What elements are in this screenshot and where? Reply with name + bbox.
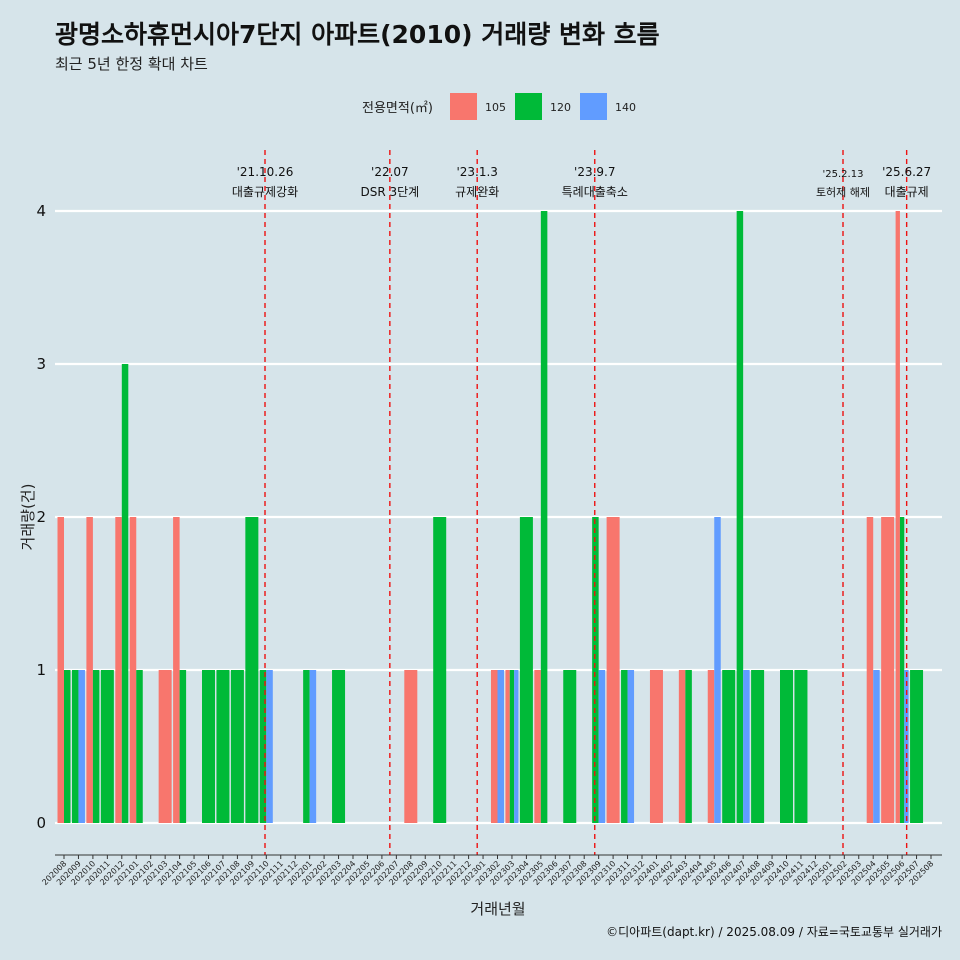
bar-202303-140 (514, 670, 519, 823)
bar-202304-120 (519, 517, 533, 823)
bar-202403-105 (678, 670, 686, 823)
bar-202010-105 (86, 517, 93, 823)
event-markers: '21.10.26 대출규제강화 '22.07 DSR 3단계 '23.1.3 규제완화 '… (232, 150, 931, 855)
legend-swatch-105 (450, 93, 477, 120)
bar-202303-120 (509, 670, 515, 823)
y-axis-ticks: 0 1 2 3 4 (36, 202, 46, 832)
bar-202104-105 (173, 517, 180, 823)
bar-202012-120 (121, 364, 129, 823)
legend-label-105: 105 (485, 101, 506, 114)
bar-202505-105 (881, 517, 895, 823)
bar-202009-140 (78, 670, 85, 823)
bar-202101-105 (129, 517, 137, 823)
y-tick-label: 1 (36, 661, 46, 679)
source-caption: ©디아파트(dapt.kr) / 2025.08.09 / 자료=국토교통부 실… (606, 925, 942, 939)
event-label: 대출규제 (885, 185, 929, 199)
x-axis: 2020082020092020102020112020122021012021… (40, 854, 942, 887)
legend-swatch-120 (515, 93, 542, 120)
event-date-label: '25.2.13 (823, 169, 864, 180)
event-date-label: '23.9.7 (574, 165, 615, 179)
y-axis-label: 거래량(건) (19, 484, 37, 551)
bar-202504-105 (866, 517, 874, 823)
bar-202407-140 (743, 670, 750, 823)
bar-202008-120 (64, 670, 71, 823)
bar-202201-140 (309, 670, 317, 823)
bar-202309-140 (598, 670, 606, 823)
bar-202203-120 (332, 670, 346, 823)
event-label: DSR 3단계 (360, 185, 419, 199)
bar-202110-120 (259, 670, 267, 823)
y-tick-label: 4 (36, 202, 46, 220)
event-date-label: '21.10.26 (237, 165, 294, 179)
bar-202405-105 (707, 670, 715, 823)
bar-202506-120 (899, 517, 905, 823)
bar-202507-120 (910, 670, 924, 823)
legend-label-140: 140 (615, 101, 636, 114)
bar-202107-120 (216, 670, 230, 823)
bar-202201-120 (303, 670, 310, 823)
bar-202012-105 (115, 517, 122, 823)
bar-202101-120 (136, 670, 143, 823)
legend-title: 전용면적(㎡) (362, 101, 433, 116)
bar-202310-105 (606, 517, 620, 823)
event-date-label: '23.1.3 (456, 165, 497, 179)
bar-202106-120 (202, 670, 216, 823)
event-label: 규제완화 (455, 185, 499, 199)
bar-202408-120 (751, 670, 765, 823)
bar-202109-120 (245, 517, 259, 823)
chart-title: 광명소하휴먼시아7단지 아파트(2010) 거래량 변화 흐름 (55, 20, 660, 49)
bar-202307-120 (563, 670, 577, 823)
bar-202305-105 (534, 670, 541, 823)
legend-label-120: 120 (550, 101, 571, 114)
bar-202311-140 (627, 670, 635, 823)
event-label: 특례대출축소 (562, 185, 628, 199)
bar-202302-105 (491, 670, 498, 823)
bar-202008-105 (57, 517, 65, 823)
bar-202104-120 (179, 670, 187, 823)
event-date-label: '22.07 (371, 165, 409, 179)
legend: 전용면적(㎡) 105 120 140 (362, 93, 636, 120)
bar-202410-120 (780, 670, 794, 823)
bar-202305-120 (540, 211, 548, 823)
bar-202302-140 (497, 670, 505, 823)
y-tick-label: 3 (36, 355, 46, 373)
bar-202401-105 (649, 670, 663, 823)
event-date-label: '25.6.27 (882, 165, 931, 179)
bar-202504-140 (873, 670, 880, 823)
bar-202406-120 (722, 670, 736, 823)
bar-202311-120 (621, 670, 628, 823)
bar-202110-140 (266, 670, 273, 823)
chart-subtitle: 최근 5년 한정 확대 차트 (55, 55, 208, 73)
event-label: 대출규제강화 (232, 185, 298, 199)
x-axis-label: 거래년월 (470, 900, 525, 918)
bar-202103-105 (158, 670, 172, 823)
bar-202411-120 (794, 670, 808, 823)
bar-202108-120 (230, 670, 244, 823)
bar-202009-120 (71, 670, 79, 823)
bar-202010-120 (92, 670, 100, 823)
bar-202303-105 (505, 670, 510, 823)
bar-202011-120 (100, 670, 114, 823)
bar-202403-120 (685, 670, 692, 823)
bar-202208-105 (404, 670, 418, 823)
bar-202407-120 (736, 211, 744, 823)
y-tick-label: 2 (36, 508, 46, 526)
bar-202210-120 (433, 517, 447, 823)
y-tick-label: 0 (36, 814, 46, 832)
bar-202309-120 (592, 517, 599, 823)
event-label: 토허제 해제 (816, 185, 870, 199)
legend-swatch-140 (580, 93, 607, 120)
bar-202405-140 (714, 517, 721, 823)
bar-202506-105 (895, 211, 900, 823)
bars (57, 211, 924, 823)
